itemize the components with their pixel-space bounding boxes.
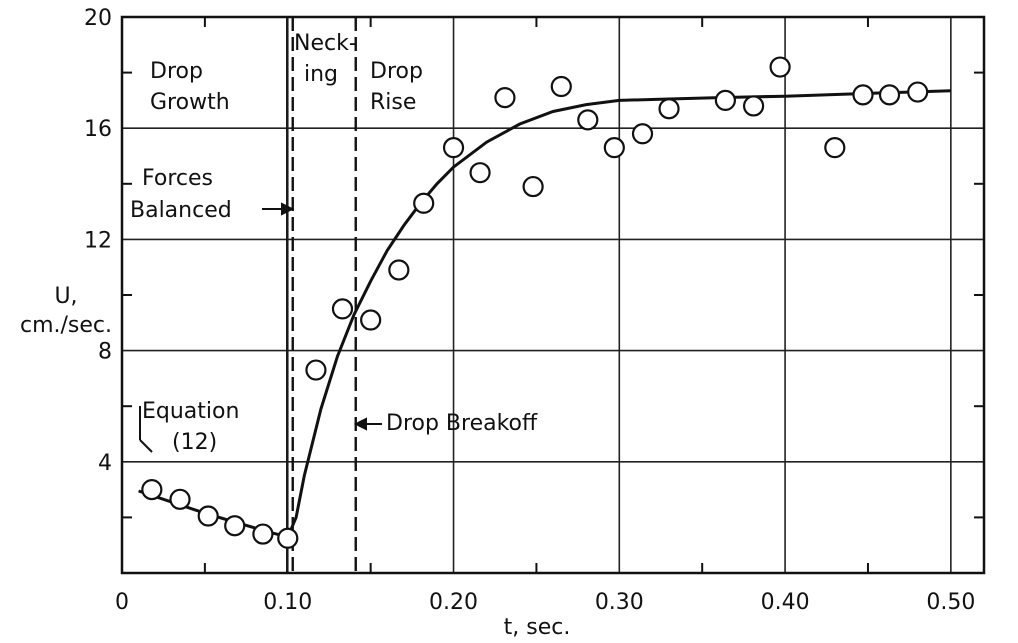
- x-tick-label: 0.20: [429, 590, 478, 615]
- y-axis-label-line2: cm./sec.: [20, 313, 112, 338]
- data-point: [494, 87, 516, 109]
- regime-lines: [286, 17, 357, 573]
- forces-balanced-arrowhead: [281, 202, 295, 216]
- annotation-forces-1: Forces: [142, 166, 213, 191]
- annotation-drop-growth-1: Drop: [150, 59, 203, 84]
- data-point: [252, 523, 274, 545]
- x-tick-label: 0: [115, 590, 129, 615]
- data-point: [331, 298, 354, 320]
- y-tick-label: 8: [98, 340, 112, 365]
- data-point: [742, 95, 765, 117]
- data-point: [824, 137, 846, 159]
- data-point: [413, 192, 435, 214]
- data-point: [852, 84, 874, 106]
- tick-labels: 0 0.10 0.20 0.30 0.40 0.50 4 8 12 16 20: [84, 6, 975, 615]
- annotation-drop-growth-2: Growth: [150, 90, 230, 115]
- data-point: [469, 162, 491, 184]
- breakoff-arrowhead: [353, 417, 367, 431]
- annotation-drop-rise-1: Drop: [370, 59, 423, 84]
- y-tick-label: 12: [84, 228, 112, 253]
- x-tick-label: 0.40: [761, 590, 810, 615]
- annotation-forces-2: Balanced: [130, 198, 232, 223]
- data-point: [277, 527, 299, 549]
- data-point: [169, 488, 191, 510]
- fitted-curve: [138, 89, 951, 539]
- data-point: [577, 109, 599, 131]
- y-tick-label: 4: [98, 451, 112, 476]
- data-point: [305, 359, 327, 381]
- annotation-equation-2: (12): [172, 430, 217, 455]
- x-tick-label: 0.50: [926, 590, 975, 615]
- x-axis-label: t, sec.: [504, 615, 571, 640]
- data-point: [442, 137, 465, 159]
- data-point: [714, 89, 737, 112]
- data-point: [141, 479, 163, 501]
- points-layer: [141, 56, 929, 549]
- data-point: [603, 137, 625, 159]
- x-tick-label: 0.10: [263, 590, 312, 615]
- data-point: [197, 505, 219, 527]
- axis-ticks: [122, 17, 984, 573]
- curve-layer: [138, 89, 951, 539]
- data-point: [550, 75, 572, 98]
- annotation-arrows: [139, 202, 382, 453]
- equation-leader-tip: [139, 439, 153, 453]
- grid: [122, 17, 984, 573]
- data-point: [360, 309, 382, 331]
- annotation-necking-2: ing: [304, 62, 338, 87]
- data-point: [878, 84, 901, 106]
- y-tick-label: 16: [84, 117, 112, 142]
- data-point: [224, 515, 246, 537]
- data-point: [631, 123, 654, 145]
- y-tick-label: 20: [84, 6, 112, 31]
- data-point: [769, 56, 791, 78]
- data-point: [522, 175, 544, 198]
- x-tick-label: 0.30: [595, 590, 644, 615]
- annotation-drop-breakoff: Drop Breakoff: [386, 411, 538, 436]
- data-point: [658, 98, 680, 120]
- y-axis-label-line1: U,: [54, 284, 77, 309]
- annotation-drop-rise-2: Rise: [370, 90, 416, 115]
- annotation-equation-1: Equation: [142, 399, 239, 424]
- data-point: [388, 259, 410, 281]
- annotation-necking-1: Neck-: [294, 31, 357, 56]
- data-point: [907, 81, 929, 103]
